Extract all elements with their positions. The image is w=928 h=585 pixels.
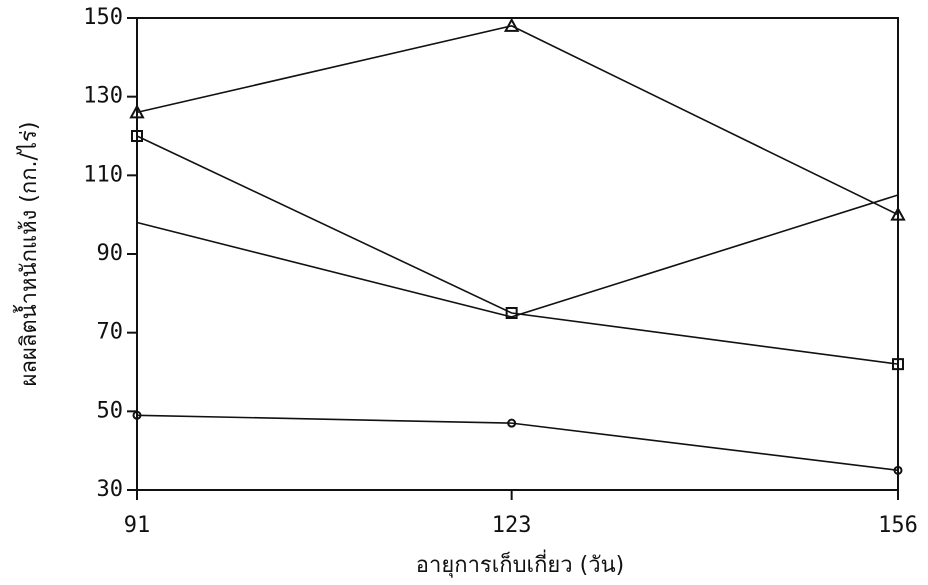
y-tick-label: 150 (83, 5, 123, 30)
series-line (136, 194, 899, 318)
y-tick-label: 30 (97, 477, 124, 502)
x-axis-title: อายุการเก็บเกี่ยว (วัน) (416, 549, 624, 578)
marker-triangle (890, 206, 906, 221)
marker-square (505, 307, 518, 319)
y-tick-label: 130 (83, 84, 123, 109)
series-line (136, 25, 899, 216)
marker-triangle (503, 17, 520, 32)
y-tick-label: 90 (97, 241, 124, 266)
y-tick-label: 70 (97, 320, 124, 345)
marker-square (131, 130, 143, 142)
marker-square (892, 358, 904, 371)
marker-triangle (129, 104, 145, 119)
series-line (136, 414, 899, 472)
x-tick-label: 91 (124, 513, 151, 538)
y-tick-label: 50 (97, 398, 124, 423)
y-tick-label: 110 (83, 162, 123, 187)
x-tick-label: 156 (878, 513, 918, 538)
x-tick-label: 123 (492, 513, 532, 538)
marker-circle (507, 418, 517, 428)
marker-circle (893, 465, 903, 475)
plot-frame (136, 17, 899, 491)
series-line (136, 135, 899, 365)
y-axis-title: ผลผลิตน้ำหนักแห้ง (กก./ไร่) (13, 122, 42, 387)
marker-circle (132, 410, 142, 420)
